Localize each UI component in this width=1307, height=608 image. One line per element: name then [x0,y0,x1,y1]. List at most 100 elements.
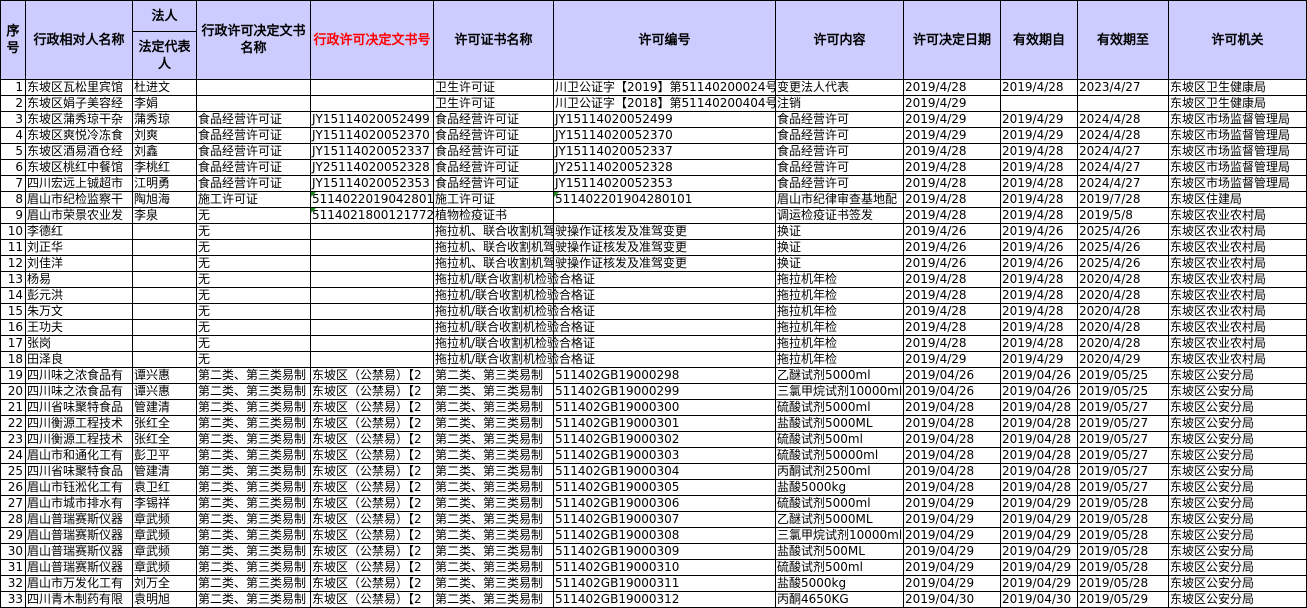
cell-legal-rep[interactable]: 李泉 [132,207,197,224]
cell-doc-name[interactable]: 第二类、第三类易制 [196,559,311,576]
cell-name[interactable]: 眉山普瑞赛斯仪器 [25,527,133,544]
cell-name[interactable]: 东坡区爽悦冷冻食 [25,127,133,144]
cell-name[interactable]: 刘佳洋 [25,255,133,272]
cell-name[interactable]: 眉山市城市排水有 [25,495,133,512]
cell-legal-rep[interactable]: 管建清 [132,399,197,416]
cell-authority[interactable]: 东坡区市场监督管理局 [1168,175,1307,192]
cell-decision-date[interactable]: 2019/04/26 [903,383,1001,400]
cell-content[interactable]: 拖拉机年检 [775,271,904,288]
cell-doc-no[interactable] [310,351,434,368]
cell-legal-rep[interactable]: 章武频 [132,511,197,528]
cell-doc-name[interactable]: 第二类、第三类易制 [196,431,311,448]
cell-name[interactable]: 张岗 [25,335,133,352]
cell-decision-date[interactable]: 2019/4/26 [903,239,1001,256]
cell-name[interactable]: 眉山市纪检监察干 [25,191,133,208]
cell-doc-no[interactable]: JY15114020052337 [310,143,434,160]
cell-valid-to[interactable]: 2019/05/28 [1077,543,1169,560]
cell-valid-from[interactable]: 2019/04/28 [1000,431,1078,448]
cell-authority[interactable]: 东坡区农业农村局 [1168,271,1307,288]
cell-doc-no[interactable]: 东坡区（公禁易）【2 [310,495,434,512]
cell-name[interactable]: 田泽良 [25,351,133,368]
cell-license-no[interactable]: 511402GB19000299 [553,383,776,400]
cell-doc-name[interactable]: 无 [196,351,311,368]
cell-authority[interactable]: 东坡区农业农村局 [1168,287,1307,304]
cell-license-no[interactable]: 511402GB19000304 [553,463,776,480]
cell-valid-from[interactable]: 2019/4/28 [1000,79,1078,96]
cell-seq[interactable]: 4 [0,127,26,144]
cell-seq[interactable]: 22 [0,415,26,432]
cell-license-no[interactable]: JY15114020052370 [553,127,776,144]
cell-name[interactable]: 四川宏远上铖超市 [25,175,133,192]
cell-decision-date[interactable]: 2019/4/28 [903,271,1001,288]
cell-content[interactable]: 硫酸试剂50000ml [775,447,904,464]
cell-valid-from[interactable]: 2019/04/29 [1000,559,1078,576]
cell-doc-no[interactable]: 东坡区（公禁易）【2 [310,431,434,448]
cell-seq[interactable]: 15 [0,303,26,320]
cell-valid-to[interactable]: 2019/05/28 [1077,511,1169,528]
cell-cert-name[interactable]: 卫生许可证 [433,79,554,96]
cell-name[interactable]: 眉山市荣景农业发 [25,207,133,224]
cell-cert-name[interactable]: 拖拉机/联合收割机检验合格证 [433,271,595,288]
cell-content[interactable]: 食品经营许可 [775,175,904,192]
cell-doc-no[interactable]: JY15114020052370 [310,127,434,144]
cell-content[interactable]: 盐酸5000kg [775,575,904,592]
cell-legal-rep[interactable]: 彭卫平 [132,447,197,464]
cell-seq[interactable]: 17 [0,335,26,352]
cell-license-no[interactable]: 511402GB19000311 [553,575,776,592]
cell-seq[interactable]: 27 [0,495,26,512]
cell-decision-date[interactable]: 2019/04/28 [903,447,1001,464]
cell-content[interactable]: 乙醚试剂5000ml [775,367,904,384]
cell-license-no[interactable]: 511402GB19000303 [553,447,776,464]
cell-valid-from[interactable]: 2019/04/28 [1000,463,1078,480]
cell-valid-to[interactable]: 2019/05/27 [1077,447,1169,464]
cell-cert-name[interactable]: 第二类、第三类易制 [433,543,554,560]
cell-doc-name[interactable] [196,95,311,112]
cell-authority[interactable]: 东坡区公安分局 [1168,463,1307,480]
cell-legal-rep[interactable]: 江明勇 [132,175,197,192]
cell-name[interactable]: 四川省味聚特食品 [25,463,133,480]
cell-name[interactable]: 东坡区娟子美容经 [25,95,133,112]
cell-doc-name[interactable]: 食品经营许可证 [196,143,311,160]
cell-seq[interactable]: 29 [0,527,26,544]
cell-valid-to[interactable]: 2019/05/28 [1077,559,1169,576]
cell-cert-name[interactable]: 拖拉机、联合收割机驾驶操作证核发及准驾变更 [433,255,687,272]
cell-content[interactable]: 乙醚试剂5000ML [775,511,904,528]
cell-cert-name[interactable]: 拖拉机/联合收割机检验合格证 [433,335,595,352]
cell-valid-from[interactable]: 2019/4/28 [1000,207,1078,224]
cell-valid-from[interactable]: 2019/4/28 [1000,143,1078,160]
cell-seq[interactable]: 16 [0,319,26,336]
cell-license-no[interactable]: 511402GB19000302 [553,431,776,448]
cell-valid-from[interactable]: 2019/4/28 [1000,303,1078,320]
cell-seq[interactable]: 23 [0,431,26,448]
cell-cert-name[interactable]: 第二类、第三类易制 [433,447,554,464]
cell-doc-name[interactable]: 第二类、第三类易制 [196,511,311,528]
cell-doc-no[interactable]: 东坡区（公禁易）【2 [310,479,434,496]
cell-valid-to[interactable]: 2020/4/28 [1077,335,1169,352]
cell-decision-date[interactable]: 2019/04/30 [903,591,1001,608]
cell-decision-date[interactable]: 2019/04/29 [903,543,1001,560]
cell-content[interactable]: 硫酸试剂5000ml [775,399,904,416]
cell-valid-to[interactable]: 2019/05/25 [1077,367,1169,384]
cell-cert-name[interactable]: 第二类、第三类易制 [433,463,554,480]
cell-legal-rep[interactable]: 刘爽 [132,127,197,144]
cell-doc-no[interactable]: 51140220190428010 [310,191,434,208]
cell-content[interactable]: 拖拉机年检 [775,303,904,320]
cell-seq[interactable]: 25 [0,463,26,480]
cell-valid-to[interactable]: 2025/4/26 [1077,223,1169,240]
cell-valid-from[interactable] [1000,95,1078,112]
cell-doc-no[interactable]: 东坡区（公禁易）【2 [310,399,434,416]
cell-authority[interactable]: 东坡区农业农村局 [1168,303,1307,320]
cell-authority[interactable]: 东坡区农业农村局 [1168,351,1307,368]
cell-doc-no[interactable] [310,223,434,240]
cell-decision-date[interactable]: 2019/04/28 [903,463,1001,480]
cell-decision-date[interactable]: 2019/04/29 [903,559,1001,576]
cell-decision-date[interactable]: 2019/4/28 [903,335,1001,352]
cell-legal-rep[interactable]: 李娟 [132,95,197,112]
cell-valid-to[interactable]: 2024/4/27 [1077,143,1169,160]
cell-content[interactable]: 拖拉机年检 [775,335,904,352]
cell-doc-name[interactable]: 第二类、第三类易制 [196,527,311,544]
cell-seq[interactable]: 19 [0,367,26,384]
cell-decision-date[interactable]: 2019/4/26 [903,255,1001,272]
cell-valid-to[interactable]: 2024/4/27 [1077,175,1169,192]
cell-authority[interactable]: 东坡区公安分局 [1168,511,1307,528]
